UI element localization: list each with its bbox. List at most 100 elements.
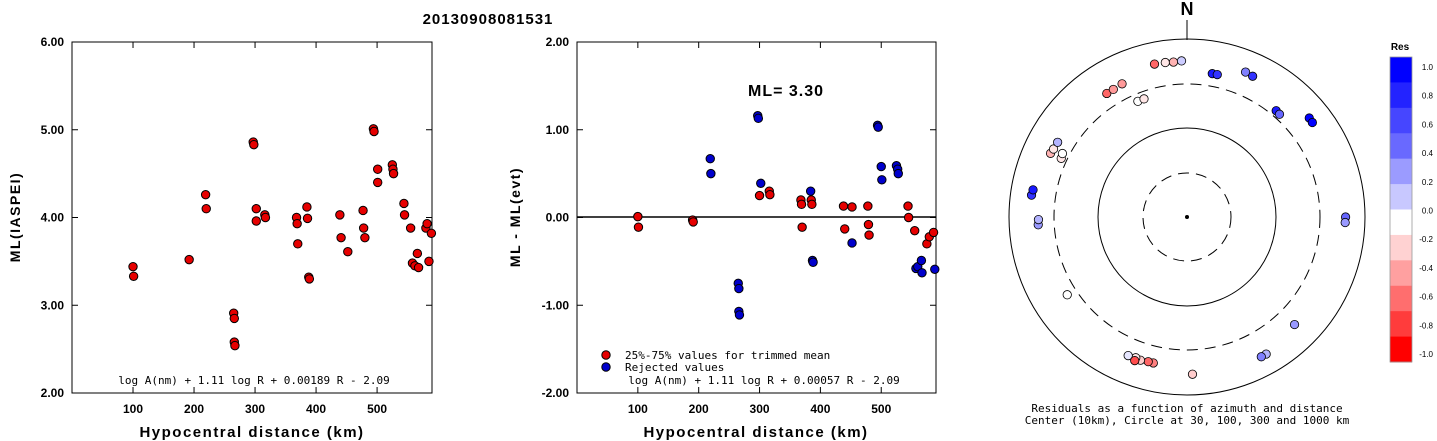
colorbar-swatch: [1390, 260, 1412, 287]
colorbar-tick-label: 0.0: [1422, 207, 1434, 216]
colorbar-swatch: [1390, 82, 1412, 109]
middle-y-tick-label: 2.00: [546, 35, 570, 49]
left-data-point: [360, 232, 370, 243]
trimmed-data-point: [903, 212, 914, 223]
left-points: [128, 124, 437, 351]
colorbar-swatch: [1390, 336, 1412, 363]
middle-y-tick-label: 0.00: [546, 211, 570, 225]
left-x-tick-label: 300: [245, 402, 265, 416]
middle-x-tick-label: 100: [628, 402, 648, 416]
left-data-point: [405, 223, 416, 233]
left-data-point: [230, 340, 240, 351]
colorbar-swatch: [1390, 184, 1412, 210]
left-data-point: [128, 261, 138, 272]
trimmed-data-point: [864, 230, 874, 240]
rejected-data-point: [753, 113, 764, 124]
ml-annotation: ML= 3.30: [748, 83, 824, 100]
middle-y-tick-label: 1.00: [546, 123, 570, 137]
middle-formula: log A(nm) + 1.11 log R + 0.00057 R - 2.0…: [628, 374, 900, 387]
circle-1000km: [1008, 38, 1366, 396]
middle-x-tick-label: 400: [810, 402, 830, 416]
legend-marker-rejected: [601, 362, 611, 372]
colorbar-tick-label: -1.0: [1419, 350, 1433, 359]
colorbar-tick-label: 0.2: [1422, 178, 1434, 187]
colorbar-swatches: [1390, 57, 1412, 363]
rejected-data-point: [756, 178, 766, 188]
polar-data-point: [1053, 137, 1063, 147]
left-data-point: [358, 205, 368, 216]
polar-data-point: [1240, 67, 1251, 77]
left-data-point: [251, 204, 261, 214]
polar-data-point: [1143, 357, 1153, 367]
left-data-point: [335, 210, 345, 220]
trimmed-data-point: [928, 227, 939, 238]
left-data-point: [422, 218, 432, 229]
left-x-tick-label: 200: [184, 402, 204, 416]
circle-300km: [1053, 83, 1321, 351]
legend-label-trimmed: 25%-75% values for trimmed mean: [625, 349, 830, 362]
trimmed-data-point: [863, 219, 874, 230]
colorbar-swatch: [1390, 57, 1412, 83]
rejected-data-point: [930, 264, 940, 274]
left-data-point: [292, 218, 302, 229]
left-data-point: [304, 274, 315, 284]
rejected-data-point: [873, 122, 883, 132]
left-data-point: [128, 271, 139, 281]
polar-data-point: [1168, 57, 1179, 67]
trimmed-data-point: [633, 222, 644, 232]
rejected-data-point: [705, 154, 715, 164]
left-data-point: [372, 177, 383, 188]
rejected-data-point: [876, 161, 886, 172]
polar-chart: N Residuals as a function of azimuth and…: [1008, 0, 1366, 427]
rejected-data-point: [734, 310, 745, 320]
colorbar-swatch: [1390, 234, 1412, 261]
trimmed-data-point: [910, 225, 920, 236]
polar-data-point: [1108, 84, 1118, 95]
middle-y-tick-label: -2.00: [542, 386, 570, 400]
left-y-tick-label: 3.00: [41, 298, 65, 312]
polar-data-point: [1028, 185, 1038, 195]
trimmed-data-point: [797, 222, 807, 232]
colorbar-title: Res: [1391, 42, 1410, 53]
polar-data-point: [1187, 369, 1198, 379]
left-formula: log A(nm) + 1.11 log R + 0.00189 R - 2.0…: [118, 374, 390, 387]
colorbar-tick-label: 1.0: [1422, 63, 1434, 72]
center-dot: [1185, 215, 1189, 219]
polar-data-point: [1149, 59, 1160, 69]
rejected-data-point: [706, 168, 716, 179]
colorbar-swatch: [1390, 285, 1412, 312]
left-data-point: [200, 189, 211, 200]
left-data-point: [229, 313, 240, 324]
colorbar-tick-label: -0.8: [1419, 321, 1433, 330]
legend-label-rejected: Rejected values: [625, 361, 724, 374]
middle-y-ticks: -2.00 -1.00 0.00 1.00 2.00: [542, 35, 936, 400]
polar-data-point: [1248, 71, 1258, 81]
polar-data-point: [1123, 350, 1133, 361]
polar-data-point: [1057, 148, 1068, 159]
trimmed-data-point: [847, 202, 857, 212]
left-data-point: [399, 198, 409, 209]
legend-marker-trimmed: [601, 350, 611, 360]
rejected-data-point: [847, 238, 857, 248]
polar-data-point: [1130, 356, 1140, 366]
left-data-point: [302, 213, 313, 224]
north-label: N: [1181, 0, 1194, 19]
left-y-tick-label: 4.00: [41, 211, 65, 225]
left-data-point: [424, 256, 434, 267]
rejected-data-point: [893, 168, 903, 179]
polar-data-point: [1048, 144, 1059, 154]
left-data-point: [201, 204, 211, 214]
left-y-tick-label: 2.00: [41, 386, 65, 400]
trimmed-data-point: [903, 201, 913, 211]
rejected-data-point: [877, 175, 887, 185]
middle-x-ticks: 100 200 300 400 500: [628, 42, 892, 416]
polar-data-point: [1340, 217, 1350, 228]
middle-y-tick-label: -1.00: [542, 298, 570, 312]
colorbar-tick-label: -0.6: [1419, 293, 1433, 302]
middle-y-axis-label: ML - ML(evt): [507, 167, 523, 267]
left-data-point: [302, 202, 312, 212]
rejected-data-point: [917, 268, 927, 278]
polar-data-point: [1062, 290, 1072, 300]
left-data-point: [336, 232, 346, 243]
